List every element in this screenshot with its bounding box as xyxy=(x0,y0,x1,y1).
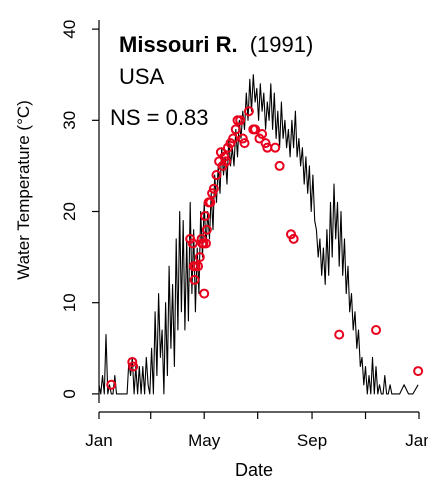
y-tick-label: 20 xyxy=(60,202,79,221)
observed-point xyxy=(189,274,200,285)
observed-point xyxy=(128,361,139,372)
observed-point xyxy=(413,366,424,377)
y-tick-label: 40 xyxy=(60,20,79,39)
observed-point xyxy=(250,124,261,135)
x-axis-label: Date xyxy=(235,460,273,480)
observed-point xyxy=(235,115,246,126)
chart-title-river: Missouri R. xyxy=(119,32,238,57)
observed-point xyxy=(199,288,210,299)
y-tick-label: 10 xyxy=(60,293,79,312)
observed-point xyxy=(237,133,248,144)
y-tick-label: 30 xyxy=(60,111,79,130)
observed-point-series xyxy=(106,106,424,390)
observed-point xyxy=(219,151,230,162)
observed-point xyxy=(243,106,254,117)
observed-point xyxy=(257,128,268,139)
x-tick-label: Sep xyxy=(297,431,327,450)
observed-point xyxy=(288,233,299,244)
observed-point xyxy=(187,238,198,249)
y-tick-label: 0 xyxy=(60,389,79,398)
observed-point xyxy=(230,124,241,135)
observed-point xyxy=(211,170,222,181)
observed-point xyxy=(239,138,250,149)
observed-point xyxy=(201,224,212,235)
x-ticks: Jan May Sep Jan xyxy=(85,412,428,450)
observed-point xyxy=(200,238,211,249)
observed-point xyxy=(193,261,204,272)
observed-point xyxy=(334,329,345,340)
model-line-series xyxy=(98,74,419,395)
x-tick-label: May xyxy=(188,431,221,450)
observed-point xyxy=(200,211,211,222)
y-axis-label: Water Temperature (°C) xyxy=(14,100,33,280)
observed-point xyxy=(371,325,382,336)
chart-subtitle: USA xyxy=(119,64,165,89)
observed-point xyxy=(270,142,281,153)
observed-point xyxy=(260,138,271,149)
observed-point xyxy=(205,197,216,208)
observed-point xyxy=(208,183,219,194)
observed-point xyxy=(274,160,285,171)
chart-title: Missouri R. (1991) xyxy=(119,32,313,57)
chart-title-year: (1991) xyxy=(250,32,314,57)
nse-annotation: NS = 0.83 xyxy=(110,105,208,130)
model-line xyxy=(98,74,419,395)
observed-point xyxy=(207,188,218,199)
y-ticks: 0 10 20 30 40 xyxy=(60,20,99,399)
observed-point xyxy=(106,379,117,390)
x-tick-label: Jan xyxy=(85,431,112,450)
observed-point xyxy=(194,252,205,263)
observed-point xyxy=(228,133,239,144)
observed-point xyxy=(221,156,232,167)
x-tick-label: Jan xyxy=(405,431,428,450)
observed-point xyxy=(127,356,138,367)
